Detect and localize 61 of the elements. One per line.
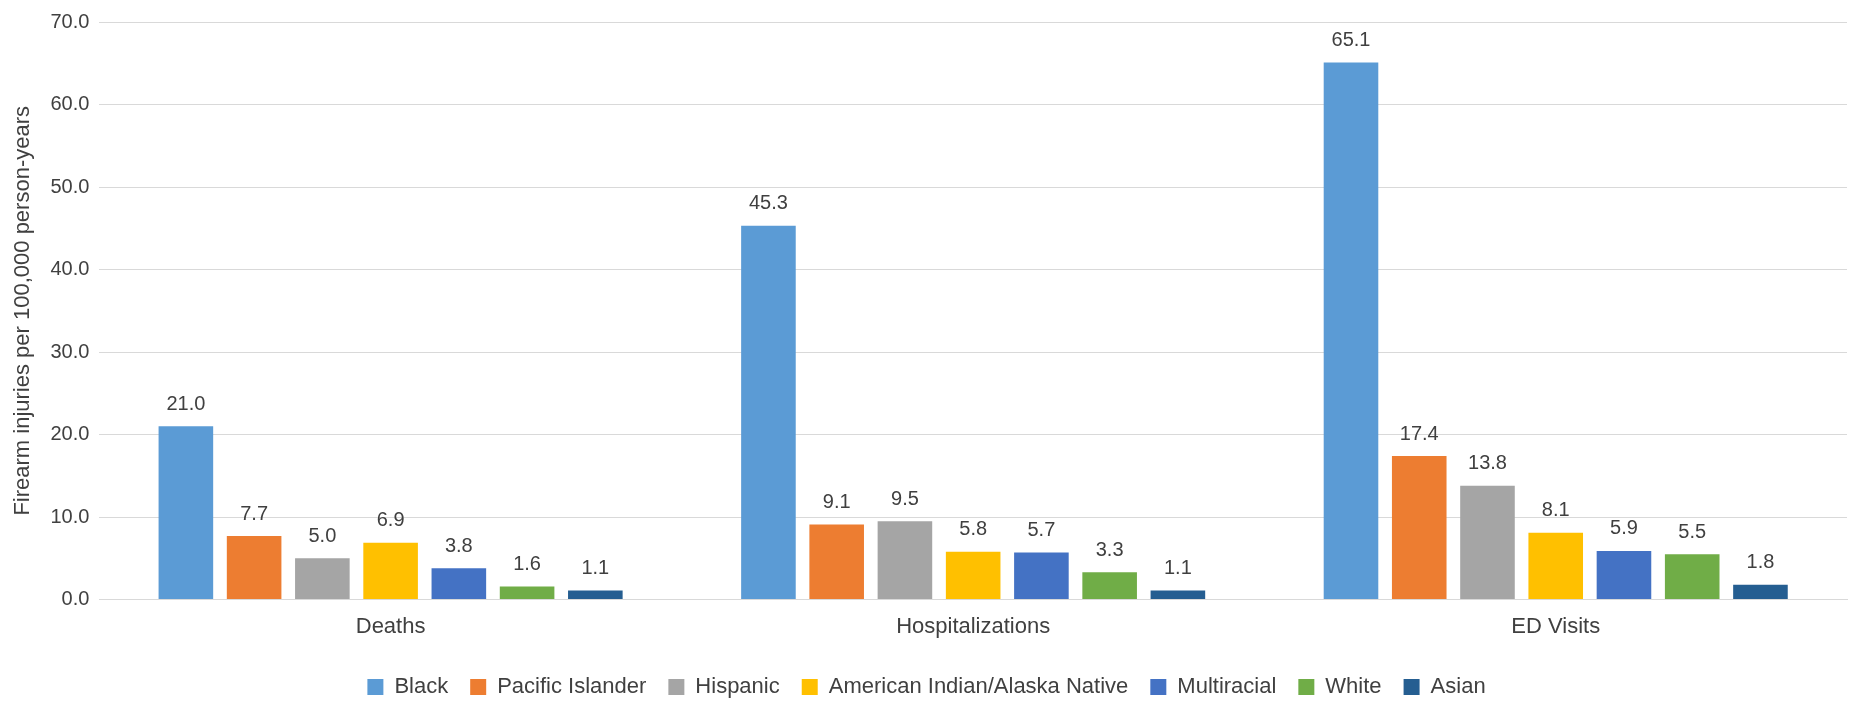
- data-label: 9.5: [891, 486, 919, 509]
- data-label: 3.8: [444, 533, 473, 556]
- data-label: 13.8: [1468, 451, 1507, 474]
- legend-label: Asian: [1430, 673, 1486, 699]
- data-label: 6.9: [376, 508, 405, 531]
- data-label: 5.5: [1678, 519, 1707, 542]
- data-label: 5.7: [1027, 518, 1056, 541]
- data-label: 5.9: [1610, 516, 1638, 539]
- data-label: 1.8: [1746, 550, 1775, 573]
- bar: [945, 551, 1001, 600]
- data-label: 5.8: [959, 517, 988, 540]
- legend-label: White: [1325, 673, 1382, 699]
- data-label: 17.4: [1399, 421, 1439, 444]
- bar: [568, 590, 623, 600]
- y-tick-label: 40.0: [50, 257, 90, 280]
- bar: [363, 542, 418, 600]
- bar: [1323, 62, 1379, 600]
- x-tick-label: Deaths: [355, 612, 426, 638]
- data-label: 5.0: [308, 523, 337, 546]
- bar: [1460, 485, 1515, 600]
- legend-label: Black: [394, 673, 450, 699]
- legend-label: Multiracial: [1177, 673, 1277, 699]
- data-label: 1.6: [513, 551, 541, 574]
- legend-label: Hispanic: [695, 673, 780, 699]
- legend-label: Pacific Islander: [497, 673, 647, 699]
- bar: [158, 426, 214, 600]
- data-label: 8.1: [1541, 498, 1570, 521]
- data-label: 21.0: [166, 391, 206, 414]
- bar: [1082, 572, 1137, 600]
- x-tick-label: Hospitalizations: [896, 612, 1051, 638]
- bar: [741, 225, 796, 600]
- y-tick-label: 60.0: [50, 92, 90, 115]
- data-label: 3.3: [1095, 537, 1124, 560]
- data-label: 9.1: [822, 490, 851, 513]
- data-label: 65.1: [1331, 27, 1371, 50]
- x-tick-label: ED Visits: [1511, 612, 1601, 638]
- bar: [499, 586, 555, 600]
- bar: [1596, 550, 1652, 600]
- data-label: 45.3: [748, 191, 788, 214]
- legend-label: American Indian/Alaska Native: [828, 673, 1129, 699]
- y-tick-label: 10.0: [50, 504, 90, 527]
- bar: [295, 558, 350, 600]
- bar: [1391, 456, 1447, 600]
- data-label: 1.1: [581, 556, 610, 579]
- bar: [1664, 554, 1720, 600]
- y-tick-label: 20.0: [50, 422, 90, 445]
- bar: [431, 568, 487, 600]
- bar: [877, 521, 933, 600]
- y-tick-label: 0.0: [61, 587, 90, 610]
- data-label: 7.7: [240, 501, 269, 524]
- bar: [1150, 590, 1206, 600]
- bar: [1528, 532, 1584, 600]
- y-tick-label: 70.0: [50, 9, 90, 32]
- bar: [809, 524, 864, 600]
- data-label: 1.1: [1163, 556, 1192, 579]
- y-axis-title: Firearm injuries per 100,000 person-years: [9, 105, 35, 516]
- y-tick-label: 50.0: [50, 174, 90, 197]
- y-tick-label: 30.0: [50, 339, 90, 362]
- bar: [1733, 584, 1788, 600]
- bar: [226, 536, 282, 600]
- bar: [1014, 552, 1069, 600]
